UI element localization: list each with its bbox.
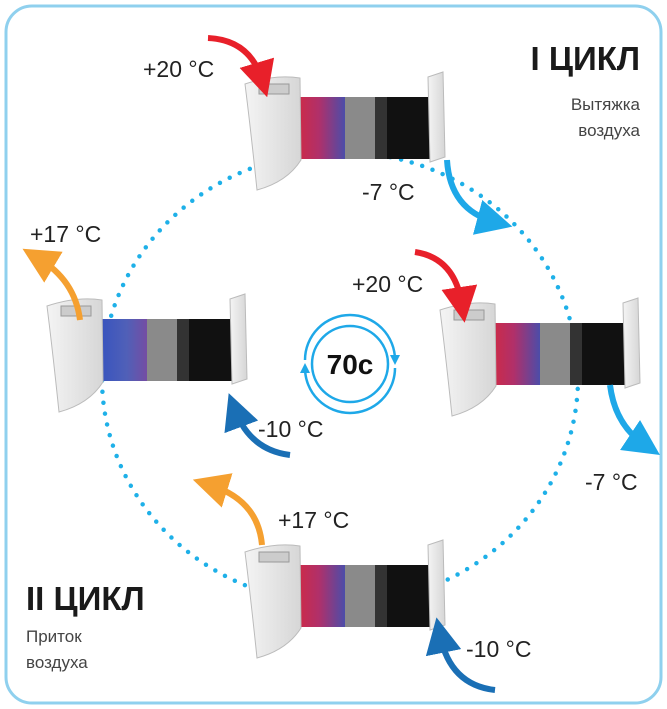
temperature: +17 °C bbox=[278, 507, 349, 533]
cycle-title: I ЦИКЛ bbox=[531, 40, 640, 77]
cycle-title: II ЦИКЛ bbox=[26, 580, 145, 617]
temperature: -10 °C bbox=[466, 636, 531, 662]
temperature: +20 °C bbox=[352, 271, 423, 297]
cycle-subtitle: воздуха bbox=[26, 653, 88, 672]
timer-ring bbox=[300, 313, 400, 415]
timer: 70с bbox=[327, 349, 374, 380]
temperature: +20 °C bbox=[143, 56, 214, 82]
cycle-subtitle: Вытяжка bbox=[571, 95, 641, 114]
cycle-subtitle: воздуха bbox=[578, 121, 640, 140]
temperature: -10 °C bbox=[258, 416, 323, 442]
temperature: +17 °C bbox=[30, 221, 101, 247]
arrows bbox=[22, 35, 660, 693]
frame bbox=[4, 4, 663, 705]
temperature: -7 °C bbox=[585, 469, 638, 495]
cycle-subtitle: Приток bbox=[26, 627, 82, 646]
temperature: -7 °C bbox=[362, 179, 415, 205]
